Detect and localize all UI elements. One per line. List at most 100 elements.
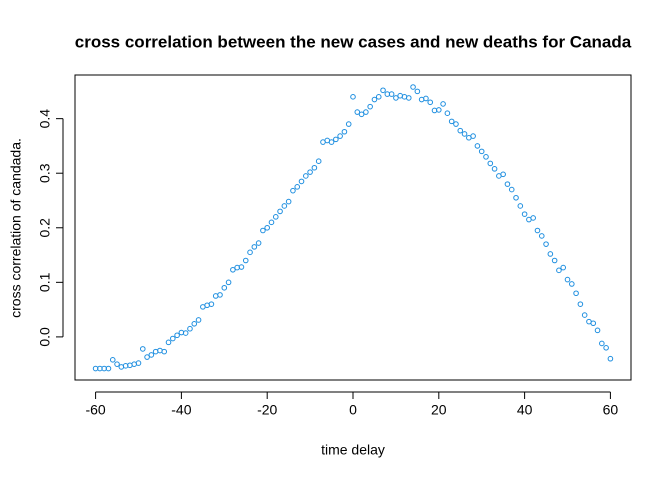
- point: [260, 227, 266, 234]
- point: [290, 187, 296, 194]
- point: [367, 103, 373, 110]
- point: [281, 203, 288, 209]
- point: [337, 133, 343, 139]
- y-tick-label: 0.2: [37, 218, 53, 238]
- point: [272, 214, 279, 220]
- point: [461, 131, 468, 137]
- point: [483, 154, 489, 160]
- point: [217, 292, 223, 298]
- point: [135, 360, 142, 366]
- point: [508, 186, 515, 193]
- chart-title: cross correlation between the new cases …: [75, 32, 632, 51]
- point: [174, 332, 180, 339]
- point: [255, 240, 262, 246]
- point: [358, 111, 365, 118]
- point: [294, 184, 301, 190]
- point: [375, 94, 382, 100]
- point: [590, 320, 597, 327]
- point: [230, 266, 236, 273]
- point: [423, 95, 429, 102]
- point: [393, 95, 399, 101]
- point: [581, 312, 588, 318]
- point: [380, 87, 386, 94]
- x-tick-label: 40: [517, 402, 533, 418]
- point: [564, 276, 571, 283]
- point: [328, 139, 335, 145]
- point: [242, 257, 249, 264]
- point: [448, 118, 455, 125]
- point: [238, 264, 245, 270]
- point: [363, 109, 369, 115]
- point: [268, 219, 275, 226]
- point: [538, 233, 545, 239]
- point: [139, 346, 146, 352]
- point: [521, 211, 528, 217]
- point: [478, 148, 485, 155]
- point: [285, 198, 292, 205]
- point: [436, 107, 442, 113]
- point: [513, 194, 519, 201]
- point: [144, 354, 150, 360]
- y-tick-label: 0.4: [37, 109, 53, 129]
- point: [547, 251, 554, 257]
- point: [208, 301, 215, 307]
- point: [311, 164, 318, 171]
- point: [594, 327, 601, 334]
- point: [114, 361, 120, 367]
- point: [303, 173, 309, 179]
- point: [470, 133, 476, 139]
- point: [440, 101, 446, 107]
- point: [405, 95, 412, 101]
- point: [577, 301, 584, 307]
- point: [504, 181, 511, 187]
- point: [247, 249, 253, 256]
- point: [427, 99, 434, 106]
- point: [573, 290, 579, 297]
- point: [354, 109, 361, 115]
- point: [388, 91, 395, 97]
- point: [599, 340, 605, 347]
- point: [221, 284, 228, 291]
- point: [350, 94, 356, 100]
- point: [345, 121, 352, 127]
- x-tick-label: 0: [349, 402, 357, 418]
- point: [453, 121, 459, 127]
- x-tick-label: 20: [431, 402, 447, 418]
- point: [474, 143, 481, 149]
- point: [298, 178, 305, 185]
- y-tick-label: 0.3: [37, 163, 53, 183]
- point: [491, 166, 498, 172]
- y-tick-label: 0.0: [37, 327, 53, 347]
- point: [457, 127, 464, 134]
- point: [307, 169, 313, 175]
- point: [170, 335, 176, 342]
- point: [556, 267, 562, 274]
- x-tick-label: -60: [85, 402, 105, 418]
- point: [191, 321, 198, 327]
- point: [444, 110, 451, 116]
- point: [414, 88, 421, 95]
- point: [264, 224, 270, 231]
- point: [551, 257, 558, 264]
- point: [187, 325, 193, 332]
- point: [165, 339, 172, 346]
- point: [603, 345, 609, 351]
- point: [148, 352, 155, 358]
- point: [315, 158, 322, 165]
- point: [487, 160, 494, 167]
- point: [195, 317, 202, 323]
- point: [105, 365, 112, 372]
- point: [410, 84, 416, 90]
- point: [333, 136, 339, 143]
- point: [341, 128, 348, 135]
- point: [500, 171, 506, 178]
- point: [225, 279, 232, 286]
- x-tick-label: 60: [603, 402, 619, 418]
- point: [543, 241, 549, 247]
- point: [517, 203, 524, 209]
- point: [277, 208, 283, 215]
- point: [182, 330, 189, 336]
